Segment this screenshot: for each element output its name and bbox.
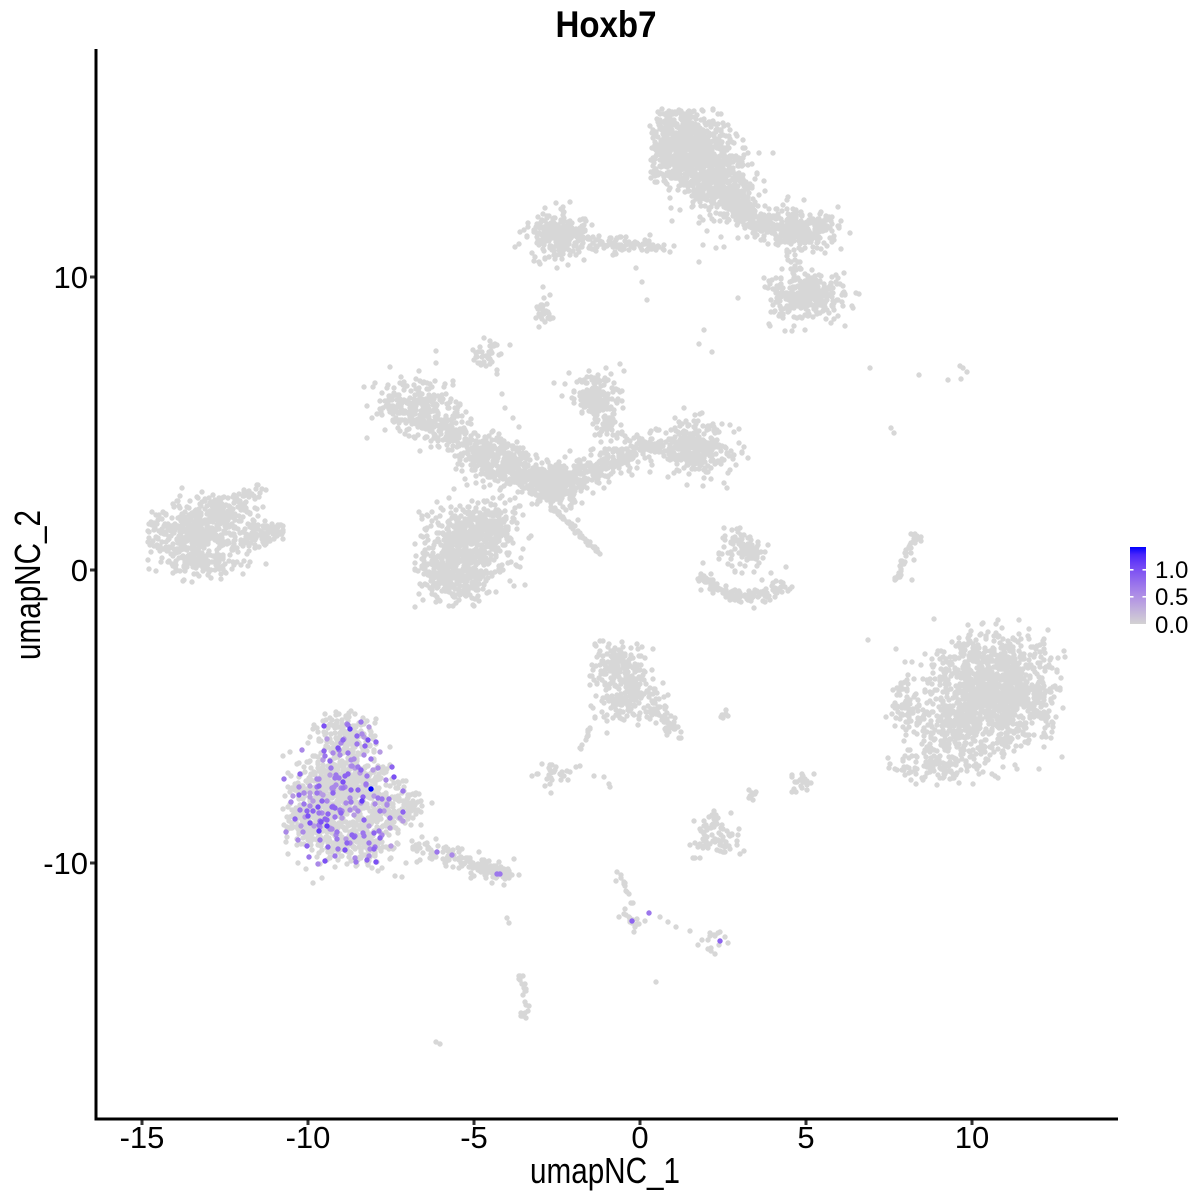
svg-text:-5: -5 — [460, 1120, 488, 1155]
svg-text:-15: -15 — [120, 1120, 165, 1155]
svg-text:5: 5 — [797, 1120, 814, 1155]
svg-text:0.5: 0.5 — [1155, 584, 1188, 611]
svg-text:Hoxb7: Hoxb7 — [556, 4, 657, 45]
svg-text:0: 0 — [71, 553, 88, 588]
svg-text:0.0: 0.0 — [1155, 612, 1188, 639]
svg-text:10: 10 — [955, 1120, 989, 1155]
svg-text:-10: -10 — [43, 846, 88, 881]
svg-text:umapNC_2: umapNC_2 — [7, 510, 48, 660]
svg-text:1.0: 1.0 — [1155, 557, 1188, 584]
svg-text:-10: -10 — [286, 1120, 331, 1155]
svg-text:umapNC_1: umapNC_1 — [530, 1150, 680, 1191]
svg-text:10: 10 — [54, 260, 88, 295]
svg-text:0: 0 — [631, 1120, 648, 1155]
